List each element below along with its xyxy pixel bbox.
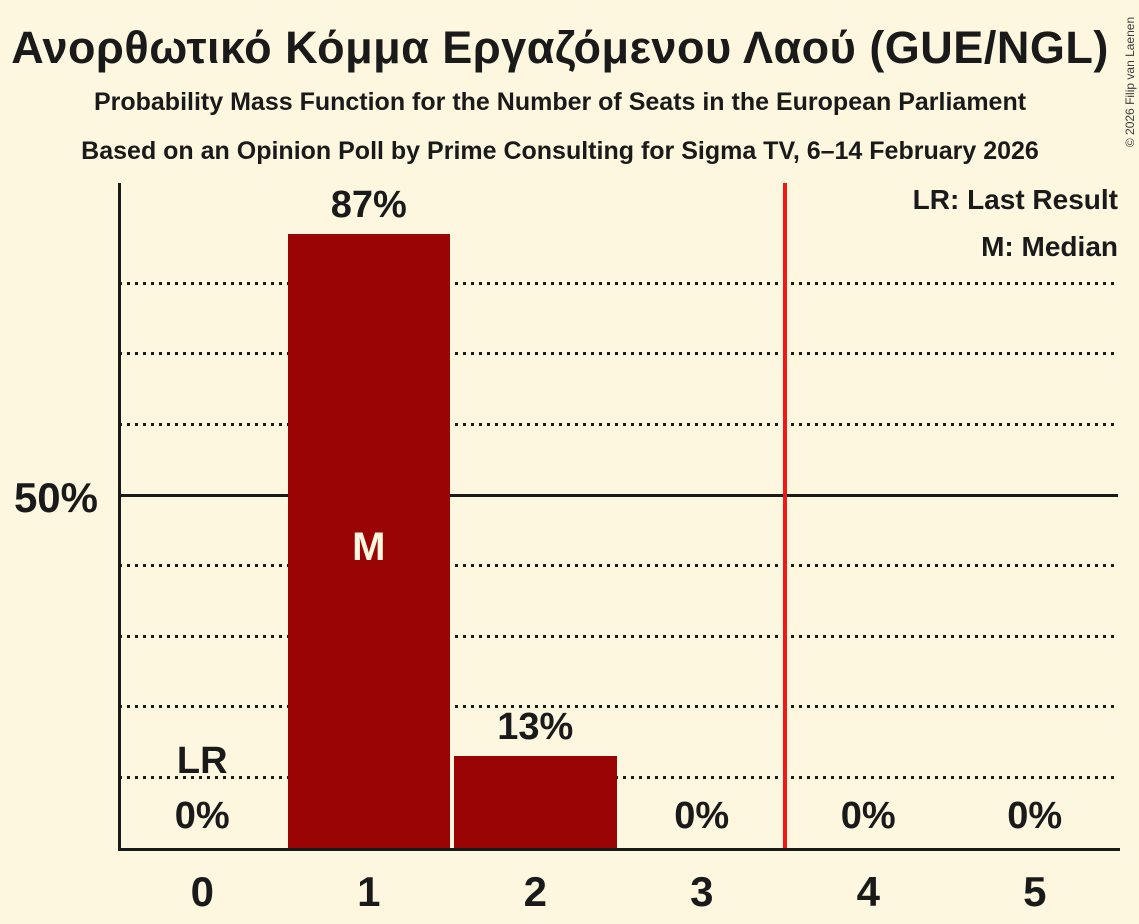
gridline-60pct [119,422,1118,426]
median-marker-label: M [352,525,386,569]
chart-poll-subtitle: Based on an Opinion Poll by Prime Consul… [81,137,1039,165]
x-tick-seats-0: 0 [190,868,214,915]
value-label-seats-5: 0% [1007,795,1063,837]
y-axis-line [117,183,121,851]
gridline-30pct [119,634,1118,638]
gridline-80pct [119,281,1118,285]
legend-median: M: Median [981,231,1118,262]
value-label-seats-2: 13% [497,706,574,749]
x-tick-seats-3: 3 [690,868,714,915]
chart-title: Ανορθωτικό Κόμμα Εργαζόμενου Λαού (GUE/N… [11,22,1109,73]
gridline-10pct [119,775,1118,779]
bar-seats-1 [287,233,450,848]
last-result-label: LR [176,740,228,782]
gridline-70pct [119,352,1118,356]
value-label-seats-4: 0% [840,795,896,837]
majority-threshold-line [783,183,787,848]
x-tick-seats-5: 5 [1023,868,1047,915]
gridline-20pct [119,705,1118,709]
chart-subtitle: Probability Mass Function for the Number… [93,88,1027,116]
y-axis-tick-label: 50% [13,474,98,521]
x-tick-seats-4: 4 [856,868,880,915]
x-tick-seats-2: 2 [523,868,547,915]
legend-last-result: LR: Last Result [912,184,1118,215]
bar-seats-2 [454,756,617,848]
gridline-40pct [119,564,1118,568]
gridline-solid-50pct [119,493,1118,497]
value-label-seats-0: 0% [174,795,230,837]
x-axis-line [117,848,1120,851]
x-tick-seats-1: 1 [357,868,381,915]
value-label-seats-3: 0% [674,795,730,837]
value-label-seats-1: 87% [330,183,407,226]
